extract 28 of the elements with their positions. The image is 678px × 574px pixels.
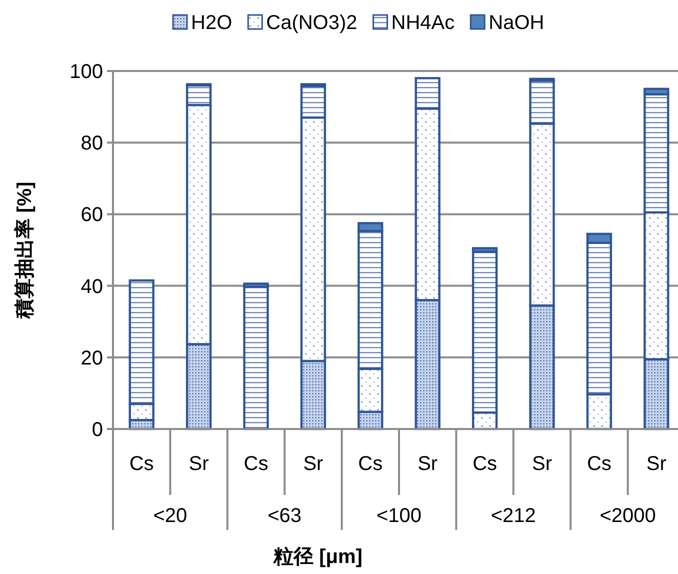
x-tick-label: Sr: [418, 453, 438, 475]
x-tick-label: Sr: [303, 453, 324, 475]
legend-label: H2O: [191, 12, 232, 34]
y-tick-label: 60: [80, 204, 103, 226]
x-tick-label: Cs: [129, 453, 154, 475]
x-axis-title: 粒径 [μm]: [272, 546, 362, 568]
x-tick-label: Sr: [188, 453, 210, 475]
text: <100: [376, 505, 422, 527]
x-tick-label: Cs: [586, 453, 612, 475]
text: <20: [153, 505, 188, 527]
text: <63: [268, 505, 302, 527]
x-tick-label: Sr: [532, 453, 552, 475]
y-tick-label: 20: [80, 347, 103, 370]
legend-label: NaOH: [488, 12, 544, 34]
text: <2000: [600, 505, 656, 527]
text: <212: [490, 505, 536, 527]
x-tick-label: Cs: [472, 453, 498, 475]
x-tick-label: Cs: [244, 453, 268, 475]
x-tick-label: Cs: [358, 453, 383, 475]
x-tick-label: Sr: [646, 453, 667, 475]
legend-label: Ca(NO3)2: [266, 12, 358, 34]
y-axis-title: 積算抽出率 [%]: [13, 182, 36, 320]
bar: [243, 286, 269, 430]
y-tick-label: 0: [92, 419, 103, 441]
legend-label: NH4Ac: [391, 12, 455, 34]
y-tick-label: 40: [80, 276, 103, 298]
y-tick-label: 80: [80, 132, 103, 155]
y-tick-label: 100: [70, 61, 103, 83]
